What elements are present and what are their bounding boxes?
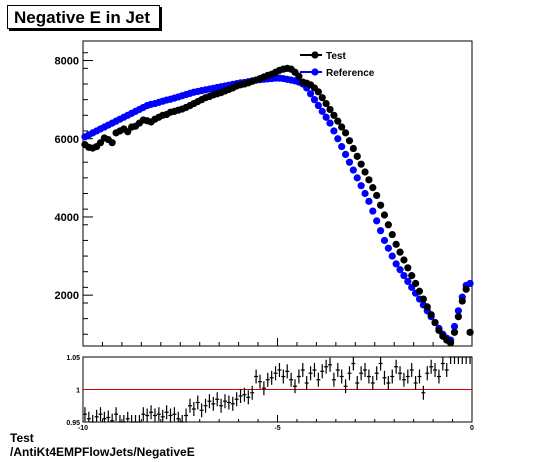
main-frame: [82, 40, 473, 347]
legend: Test Reference: [300, 51, 375, 79]
reference-point: [353, 174, 361, 182]
reference-point: [466, 279, 474, 288]
test-point: [318, 94, 326, 102]
test-point: [345, 137, 354, 145]
reference-point: [361, 189, 369, 198]
test-point: [404, 264, 412, 272]
y-tick-label: 8000: [55, 56, 79, 68]
test-point: [454, 313, 462, 321]
ratio-x-tick-label: 0: [470, 425, 474, 430]
test-point: [108, 139, 116, 147]
reference-point: [369, 207, 377, 215]
test-point: [466, 328, 474, 336]
footer-line2: /AntiKt4EMPFlowJets/NegativeE: [10, 445, 195, 459]
test-point: [322, 99, 330, 108]
reference-point: [314, 101, 322, 110]
test-point: [458, 297, 466, 305]
reference-point: [396, 266, 404, 274]
reference-point: [338, 142, 346, 151]
reference-point: [345, 158, 354, 166]
test-point: [392, 240, 400, 248]
test-point: [423, 303, 431, 311]
test-point: [415, 287, 424, 295]
chart: 2000 4000 6000 8000 0.95 1 1.05 -10 -5 0 Test Ref…: [55, 40, 474, 430]
test-point: [380, 211, 389, 219]
test-point: [450, 328, 459, 336]
reference-point: [349, 166, 357, 174]
reference-point: [341, 150, 350, 158]
reference-point: [376, 227, 385, 235]
reference-point: [326, 119, 334, 127]
reference-point: [392, 260, 400, 268]
legend-reference-label: Reference: [326, 68, 375, 79]
ratio-y-tick-label: 1.05: [66, 355, 80, 362]
test-point: [408, 272, 416, 280]
test-point: [341, 129, 350, 137]
test-point: [330, 111, 338, 119]
test-point: [369, 184, 377, 192]
test-point: [365, 176, 373, 184]
reference-point: [400, 272, 408, 280]
reference-point: [306, 90, 315, 98]
reference-point: [373, 217, 381, 225]
test-point: [427, 311, 435, 319]
test-point: [338, 123, 346, 131]
reference-point: [388, 252, 396, 260]
reference-point: [330, 127, 338, 135]
test-point: [400, 256, 408, 264]
reference-point: [310, 96, 319, 104]
test-point: [384, 221, 392, 229]
test-point: [326, 105, 334, 114]
page-title: Negative E in Jet: [7, 5, 160, 29]
reference-point: [454, 307, 462, 315]
test-point: [357, 160, 365, 168]
reference-point: [322, 113, 330, 121]
test-point: [431, 318, 439, 327]
y-tick-label: 4000: [55, 212, 79, 224]
reference-point: [450, 322, 459, 331]
ratio-x-tick-label: -5: [274, 425, 280, 430]
ratio-y-tick-label: 0.95: [66, 420, 80, 427]
reference-point: [318, 107, 326, 115]
reference-point: [357, 182, 365, 190]
test-point: [396, 248, 404, 256]
test-point: [376, 201, 385, 209]
test-point: [447, 339, 455, 347]
legend-test-marker: [311, 51, 319, 59]
ratio-plot: 0.95 1 1.05 -10 -5 0: [66, 355, 474, 430]
test-point: [295, 72, 303, 80]
reference-point: [334, 135, 342, 143]
test-point: [349, 144, 357, 153]
legend-reference-marker: [311, 68, 319, 76]
footer-line1: Test: [10, 431, 34, 445]
test-point: [462, 285, 470, 293]
test-point: [334, 117, 342, 125]
y-tick-label: 6000: [55, 134, 79, 146]
test-point: [388, 230, 396, 239]
test-point: [419, 295, 427, 303]
test-point: [314, 88, 322, 96]
ratio-y-tick-label: 1: [76, 388, 80, 395]
ratio-x-tick-label: -10: [78, 425, 88, 430]
legend-test-label: Test: [326, 51, 346, 62]
reference-point: [365, 197, 373, 205]
test-point: [373, 191, 381, 200]
test-point: [361, 168, 369, 176]
y-tick-label: 2000: [55, 290, 79, 302]
reference-point: [404, 277, 412, 286]
reference-point: [384, 244, 392, 252]
reference-point: [380, 236, 389, 245]
test-point: [411, 279, 420, 288]
test-point: [435, 326, 443, 334]
test-point: [353, 152, 361, 160]
main-plot: 2000 4000 6000 8000: [55, 40, 474, 347]
